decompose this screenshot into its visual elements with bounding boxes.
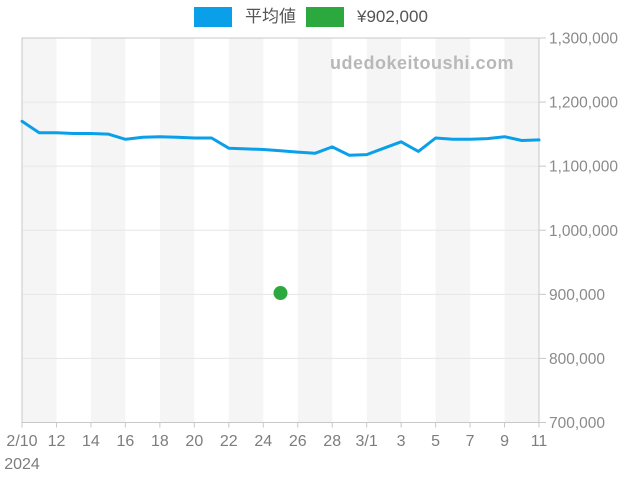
x-axis-label: 20 — [185, 433, 203, 450]
legend-item-average[interactable]: 平均値 — [194, 7, 296, 27]
x-axis-label: 24 — [254, 433, 272, 450]
x-axis-label: 11 — [531, 433, 548, 450]
x-axis-label: 3 — [397, 433, 406, 450]
average-series-label: 平均値 — [245, 7, 296, 26]
x-axis-label: 28 — [323, 433, 341, 450]
x-axis-label: 7 — [466, 433, 475, 450]
y-axis-label: 700,000 — [549, 415, 605, 432]
x-axis-label: 18 — [151, 433, 169, 450]
y-axis-label: 1,100,000 — [549, 159, 618, 176]
average-series-swatch — [194, 7, 232, 27]
x-axis-label: 12 — [48, 433, 66, 450]
x-axis-label: 3/1 — [356, 433, 378, 450]
y-axis-label: 1,000,000 — [549, 223, 618, 240]
x-axis-label: 2/10 — [6, 433, 37, 450]
current-price-point — [273, 286, 288, 301]
y-axis-label: 800,000 — [549, 351, 605, 368]
current-price-swatch — [306, 7, 344, 27]
x-axis-label: 5 — [431, 433, 440, 450]
y-axis-label: 1,200,000 — [549, 95, 618, 112]
x-axis-label: 26 — [289, 433, 307, 450]
x-axis-label: 16 — [117, 433, 135, 450]
y-axis-label: 1,300,000 — [549, 31, 618, 48]
x-axis-label: 22 — [220, 433, 238, 450]
x-axis-label: 9 — [500, 433, 509, 450]
chart-legend: 平均値 ¥902,000 — [194, 7, 428, 27]
y-axis-label: 900,000 — [549, 287, 605, 304]
current-price-label: ¥902,000 — [357, 7, 428, 26]
average-price-line — [20, 119, 541, 157]
x-axis-label: 14 — [82, 433, 100, 450]
legend-item-current-price[interactable]: ¥902,000 — [306, 7, 428, 27]
x-axis-year-label: 2024 — [4, 456, 40, 473]
